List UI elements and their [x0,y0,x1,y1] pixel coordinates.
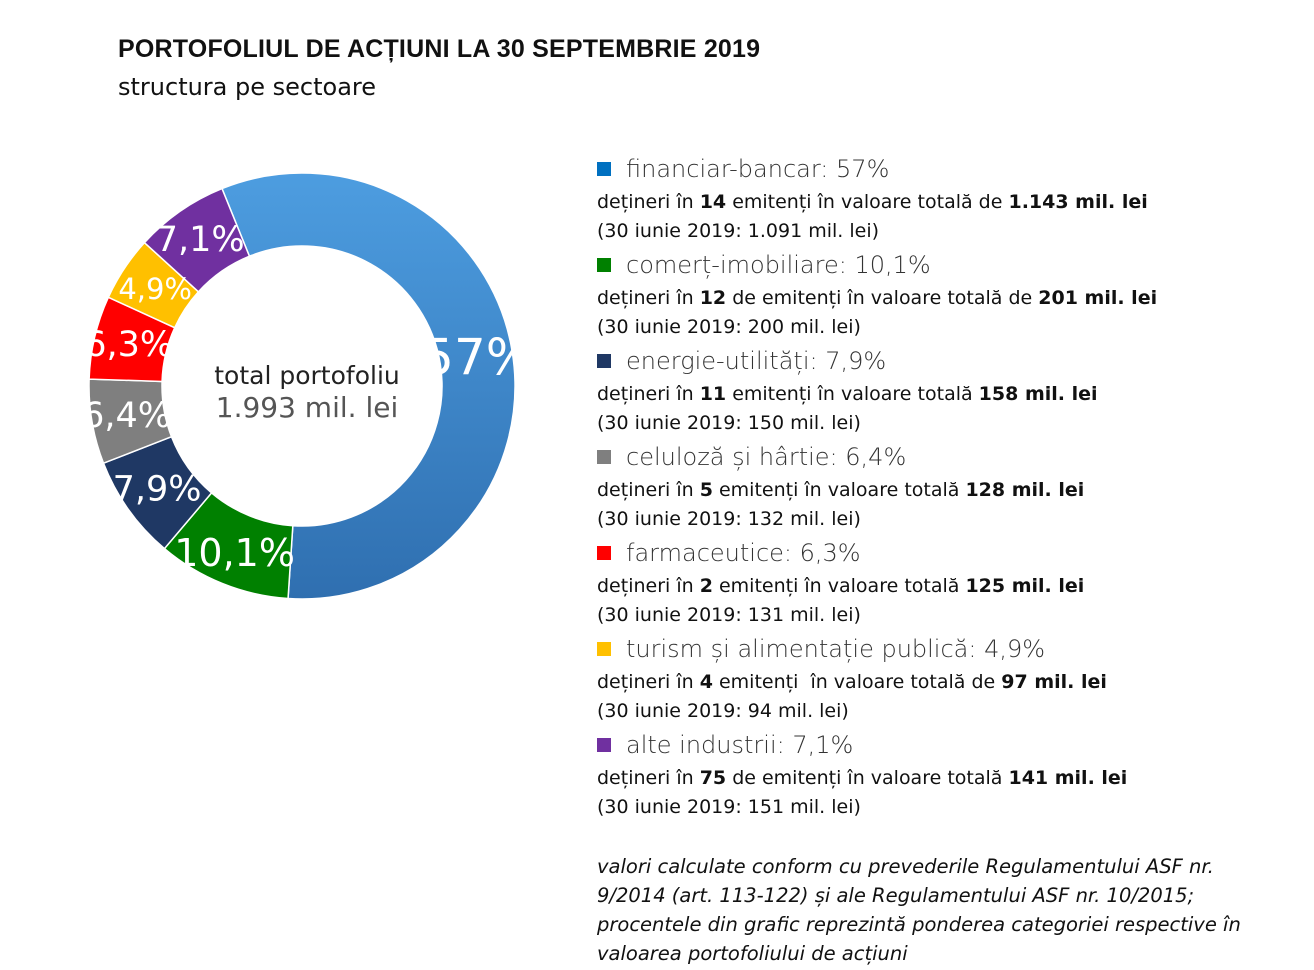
detail-text: emitenți în valoare totală [712,479,966,501]
legend-swatch [597,162,611,176]
issuer-count: 12 [699,287,727,309]
chart-subtitle: structura pe sectoare [118,73,377,101]
legend-detail: dețineri în 2 emitenți în valoare totală… [597,572,1287,601]
legend-item-financiar-bancar: financiar-bancar: 57% dețineri în 14 emi… [597,150,1287,246]
detail-text: de emitenți în valoare totală [726,767,1009,789]
detail-text: emitenți în valoare totală [712,575,966,597]
legend-detail: dețineri în 12 de emitenți în valoare to… [597,284,1287,313]
legend-detail: dețineri în 5 emitenți în valoare totală… [597,476,1287,505]
total-value: 201 mil. lei [1038,287,1158,309]
legend-label: energie-utilități: 7,9% [626,347,887,375]
detail-text: de emitenți în valoare totală de [726,287,1039,309]
legend-swatch [597,450,611,464]
legend-swatch [597,354,611,368]
total-value: 141 mil. lei [1008,767,1128,789]
legend-detail: dețineri în 4 emitenți în valoare totală… [597,668,1287,697]
donut-chart: 57% 10,1% 7,9% 6,4% 6,3% 4,9% 7,1% total porto… [82,172,533,600]
chart-title: PORTOFOLIUL DE ACȚIUNI LA 30 SEPTEMBRIE … [118,35,761,63]
slice-value-label-4: 6,4% [82,396,171,436]
legend-label: alte industrii: 7,1% [626,731,854,759]
legend-item-comert-imobiliare: comerț-imobiliare: 10,1% dețineri în 12 … [597,246,1287,342]
legend-swatch [597,738,611,752]
legend: financiar-bancar: 57% dețineri în 14 emi… [597,150,1287,822]
donut-slice-1 [221,172,516,600]
slice-value-label-5: 6,3% [84,325,173,365]
detail-text: emitenți în valoare totală de [712,671,1002,693]
detail-text: emitenți în valoare totală de [726,191,1009,213]
donut-slice-7 [143,187,251,293]
slice-value-label-6: 4,9% [118,272,192,306]
legend-previous: (30 iunie 2019: 132 mil. lei) [597,508,861,530]
issuer-count: 5 [699,479,713,501]
detail-text: emitenți în valoare totală [726,383,979,405]
legend-item-alte-industrii: alte industrii: 7,1% dețineri în 75 de e… [597,726,1287,822]
donut-slice-labels: 57% 10,1% 7,9% 6,4% 6,3% 4,9% 7,1% [82,220,533,575]
center-title: total portofoliu [214,361,400,390]
detail-text: dețineri în [597,287,700,309]
legend-previous: (30 iunie 2019: 94 mil. lei) [597,700,849,722]
legend-item-turism: turism și alimentație publică: 4,9% deți… [597,630,1287,726]
center-value: 1.993 mil. lei [216,391,398,424]
issuer-count: 2 [699,575,713,597]
detail-text: dețineri în [597,383,700,405]
legend-previous: (30 iunie 2019: 1.091 mil. lei) [597,220,880,242]
legend-label: comerț-imobiliare: 10,1% [626,251,931,279]
legend-previous: (30 iunie 2019: 150 mil. lei) [597,412,861,434]
legend-swatch [597,642,611,656]
legend-item-farmaceutice: farmaceutice: 6,3% dețineri în 2 emitenț… [597,534,1287,630]
total-value: 1.143 mil. lei [1008,191,1148,213]
total-value: 128 mil. lei [965,479,1085,501]
issuer-count: 14 [699,191,727,213]
detail-text: dețineri în [597,191,700,213]
total-value: 97 mil. lei [1001,671,1107,693]
legend-swatch [597,546,611,560]
donut-slices [88,172,516,600]
legend-detail: dețineri în 75 de emitenți în valoare to… [597,764,1287,793]
legend-item-celuloza-hartie: celuloză și hârtie: 6,4% dețineri în 5 e… [597,438,1287,534]
legend-label: farmaceutice: 6,3% [626,539,861,567]
detail-text: dețineri în [597,479,700,501]
legend-previous: (30 iunie 2019: 151 mil. lei) [597,796,861,818]
issuer-count: 75 [699,767,727,789]
total-value: 125 mil. lei [965,575,1085,597]
detail-text: dețineri în [597,671,700,693]
slice-value-label-7: 7,1% [156,220,245,260]
detail-text: dețineri în [597,575,700,597]
legend-item-energie-utilitati: energie-utilități: 7,9% dețineri în 11 e… [597,342,1287,438]
slice-value-label-1: 57% [422,329,533,387]
legend-previous: (30 iunie 2019: 131 mil. lei) [597,604,861,626]
legend-swatch [597,258,611,272]
detail-text: dețineri în [597,767,700,789]
issuer-count: 4 [699,671,713,693]
slice-value-label-3: 7,9% [113,469,202,509]
total-value: 158 mil. lei [978,383,1098,405]
footnote: valori calculate conform cu prevederile … [597,855,1241,965]
legend-label: financiar-bancar: 57% [626,155,890,183]
legend-previous: (30 iunie 2019: 200 mil. lei) [597,316,861,338]
slice-value-label-2: 10,1% [174,531,295,575]
legend-label: celuloză și hârtie: 6,4% [626,443,907,471]
issuer-count: 11 [699,383,727,405]
legend-detail: dețineri în 14 emitenți în valoare total… [597,188,1287,217]
legend-detail: dețineri în 11 emitenți în valoare total… [597,380,1287,409]
legend-label: turism și alimentație publică: 4,9% [626,635,1046,663]
